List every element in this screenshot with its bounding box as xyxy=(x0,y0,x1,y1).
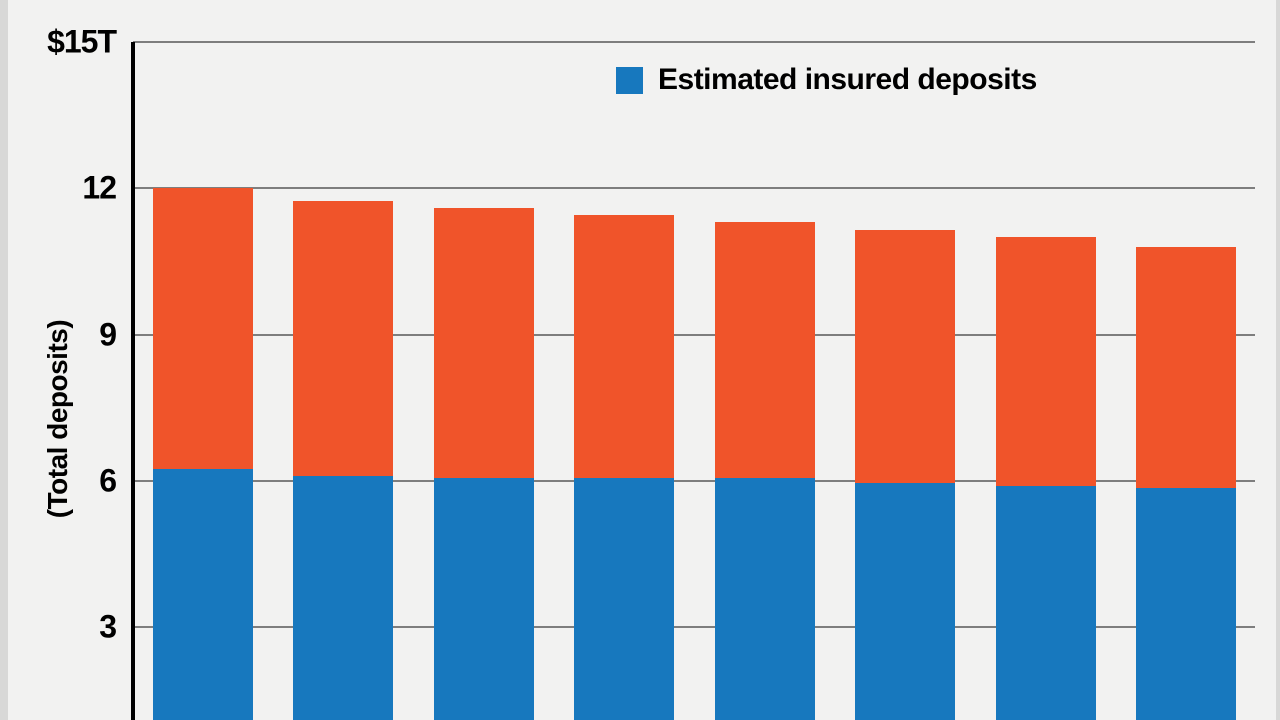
bar-insured-segment xyxy=(293,476,394,720)
bar-insured-segment xyxy=(714,478,815,720)
bar-total-segment xyxy=(574,215,675,720)
y-gridline xyxy=(133,479,1255,482)
bar-total-segment xyxy=(714,222,815,720)
bar-insured-segment xyxy=(855,483,956,720)
bar-total-segment xyxy=(1136,246,1236,720)
y-axis-line xyxy=(131,42,135,720)
legend-label: Estimated insured deposits xyxy=(658,63,1037,96)
bar-insured-segment xyxy=(1136,488,1236,720)
y-tick-label: 12 xyxy=(82,169,117,206)
bar-insured-segment xyxy=(574,478,675,720)
y-axis-title: (Total deposits) xyxy=(42,319,73,519)
y-gridline xyxy=(133,626,1255,629)
y-tick-label: 6 xyxy=(99,462,117,499)
y-gridline xyxy=(133,333,1255,336)
y-tick-label: $15T xyxy=(47,23,117,60)
bar-insured-segment xyxy=(995,485,1096,720)
y-tick-label: 9 xyxy=(99,315,117,352)
bar-insured-segment xyxy=(153,468,253,720)
plot-area: $15T 12 9 6 3 (Total deposits) Estimated ins… xyxy=(8,0,1280,720)
legend-swatch-insured xyxy=(616,66,643,94)
y-tick-label: 3 xyxy=(99,608,117,645)
bar-insured-segment xyxy=(433,478,534,720)
y-gridline xyxy=(133,187,1255,190)
bar-total-segment xyxy=(293,200,394,720)
bar-total-segment xyxy=(855,229,956,720)
bar-total-segment xyxy=(153,188,253,720)
bar-total-segment xyxy=(433,207,534,720)
y-gridline xyxy=(133,41,1255,43)
chart-card: $15T 12 9 6 3 (Total deposits) Estimated ins… xyxy=(8,0,1276,720)
legend: Estimated insured deposits xyxy=(616,63,1037,97)
bar-total-segment xyxy=(995,237,1096,720)
